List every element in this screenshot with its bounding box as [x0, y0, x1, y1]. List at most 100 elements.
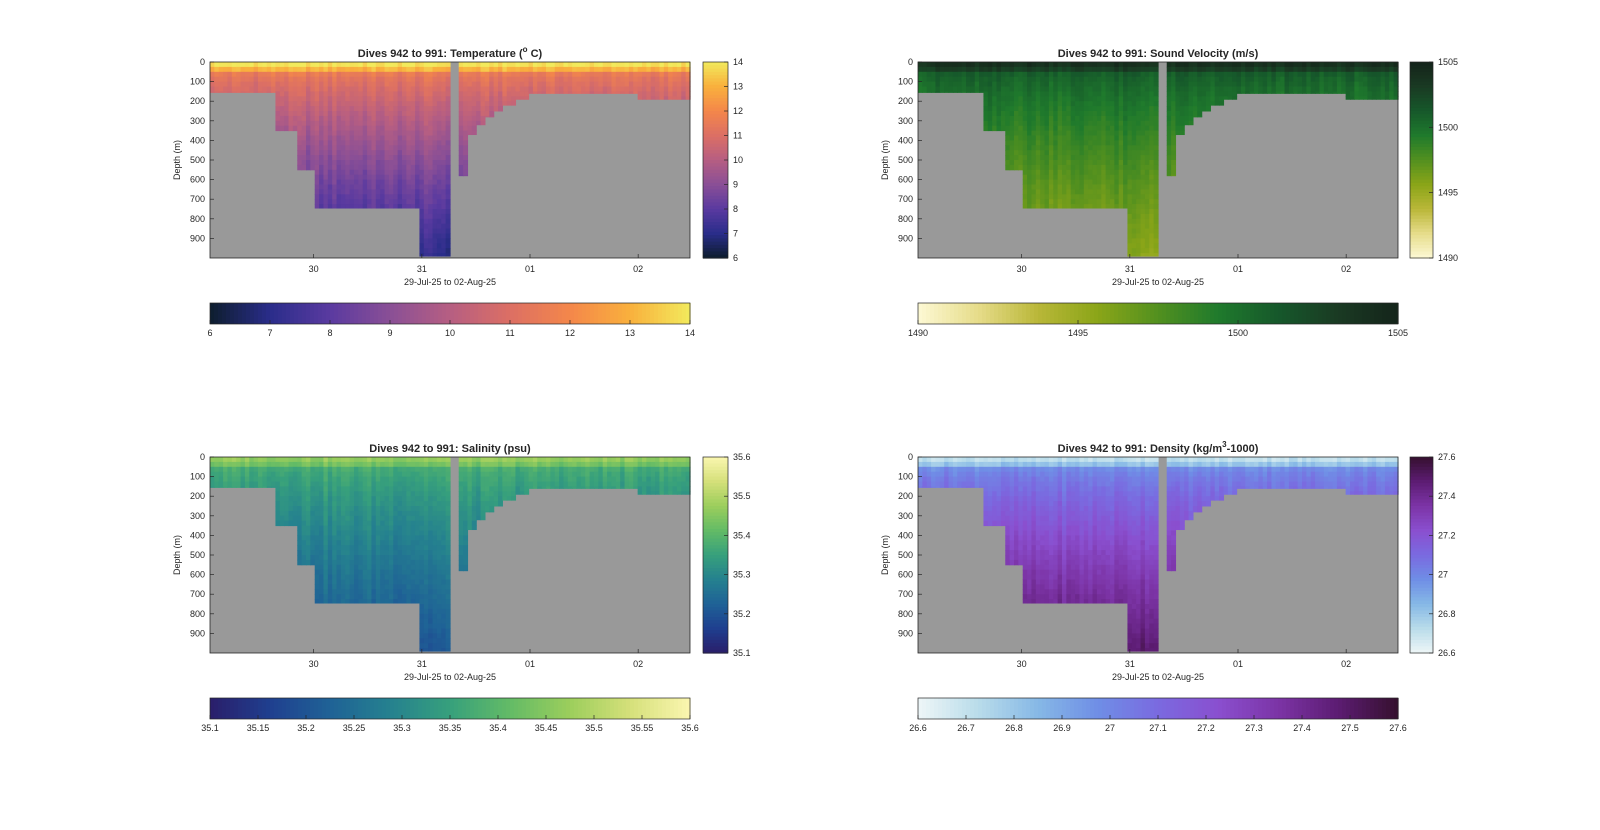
heatmap-cell	[415, 520, 421, 527]
heatmap-cell	[323, 579, 329, 585]
heatmap-cell	[340, 199, 346, 205]
colorbar-step	[654, 303, 659, 324]
heatmap-cell	[210, 476, 215, 482]
heatmap-cell	[415, 574, 421, 580]
heatmap-cell	[1319, 91, 1325, 94]
heatmap-cell	[393, 125, 399, 132]
heatmap-cell	[402, 199, 407, 205]
heatmap-cell	[327, 589, 333, 595]
heatmap-cell	[1175, 130, 1181, 136]
heatmap-cell	[550, 81, 556, 87]
heatmap-cell	[676, 71, 682, 78]
heatmap-cell	[349, 76, 355, 83]
heatmap-cell	[918, 62, 923, 68]
heatmap-cell	[1153, 218, 1159, 225]
heatmap-cell	[1035, 135, 1041, 141]
heatmap-cell	[1075, 130, 1081, 136]
heatmap-cell	[402, 71, 407, 78]
heatmap-cell	[1197, 101, 1203, 107]
heatmap-cell	[541, 71, 547, 78]
heatmap-cell	[380, 111, 386, 117]
heatmap-cell	[471, 106, 477, 112]
heatmap-cell	[301, 559, 307, 566]
heatmap-cell	[415, 530, 421, 536]
heatmap-cell	[367, 461, 373, 468]
heatmap-cell	[1022, 160, 1028, 166]
heatmap-cell	[983, 62, 989, 68]
heatmap-cell	[1201, 81, 1207, 87]
heatmap-cell	[240, 486, 246, 488]
heatmap-cell	[480, 106, 486, 112]
heatmap-cell	[210, 457, 215, 463]
colorbar-step	[546, 303, 551, 324]
heatmap-cell	[532, 66, 538, 73]
colorbar-step	[554, 303, 559, 324]
heatmap-cell	[607, 76, 613, 83]
heatmap-cell	[1053, 169, 1059, 176]
heatmap-cell	[415, 71, 421, 78]
heatmap-cell	[974, 62, 980, 68]
heatmap-cell	[388, 66, 394, 73]
colorbar-step	[703, 130, 728, 135]
heatmap-cell	[402, 574, 407, 580]
heatmap-cell	[397, 184, 403, 190]
heatmap-cell	[1005, 96, 1011, 102]
heatmap-cell	[345, 194, 351, 200]
x-tick-label: 30	[1017, 264, 1027, 274]
heatmap-cell	[367, 96, 373, 102]
heatmap-cell	[284, 520, 290, 527]
colorbar-step	[1246, 303, 1251, 324]
colorbar-step	[1410, 150, 1433, 155]
heatmap-cell	[1110, 81, 1115, 87]
heatmap-cell	[1114, 164, 1120, 171]
heatmap-cell	[306, 545, 311, 551]
heatmap-cell	[1035, 106, 1041, 112]
heatmap-cell	[1101, 140, 1107, 146]
heatmap-cell	[406, 525, 412, 531]
heatmap-cell	[310, 86, 316, 92]
colorbar-step	[286, 303, 291, 324]
heatmap-cell	[1323, 71, 1329, 78]
heatmap-cell	[314, 594, 320, 600]
heatmap-cell	[1140, 106, 1146, 112]
colorbar-step	[590, 303, 595, 324]
heatmap-cell	[948, 86, 954, 92]
colorbar-step	[534, 303, 539, 324]
heatmap-cell	[1075, 115, 1081, 122]
heatmap-cell	[327, 559, 333, 566]
heatmap-cell	[1149, 76, 1155, 83]
heatmap-cell	[415, 145, 421, 151]
heatmap-cell	[471, 125, 477, 132]
heatmap-cell	[585, 71, 591, 78]
heatmap-cell	[284, 471, 290, 478]
heatmap-cell	[1140, 228, 1146, 234]
heatmap-cell	[1350, 71, 1355, 78]
heatmap-cell	[419, 115, 425, 122]
heatmap-cell	[415, 569, 421, 576]
heatmap-cell	[1075, 91, 1081, 97]
heatmap-cell	[1101, 199, 1107, 205]
heatmap-cell	[441, 101, 447, 107]
heatmap-cell	[463, 160, 469, 166]
heatmap-cell	[406, 569, 412, 576]
heatmap-cell	[1075, 106, 1081, 112]
heatmap-cell	[371, 91, 377, 97]
heatmap-cell	[1070, 115, 1076, 122]
heatmap-cell	[336, 574, 342, 580]
heatmap-cell	[1258, 71, 1264, 78]
heatmap-cell	[1057, 179, 1063, 185]
heatmap-cell	[1031, 169, 1037, 176]
heatmap-cell	[1166, 66, 1172, 73]
heatmap-cell	[362, 120, 368, 127]
heatmap-cell	[292, 471, 298, 478]
heatmap-cell	[1127, 125, 1133, 132]
heatmap-cell	[441, 213, 447, 220]
colorbar-step	[934, 303, 939, 324]
heatmap-cell	[354, 555, 359, 561]
heatmap-cell	[484, 76, 490, 83]
heatmap-cell	[1393, 81, 1399, 87]
heatmap-cell	[467, 120, 473, 127]
heatmap-cell	[214, 66, 220, 73]
heatmap-cell	[388, 550, 394, 556]
